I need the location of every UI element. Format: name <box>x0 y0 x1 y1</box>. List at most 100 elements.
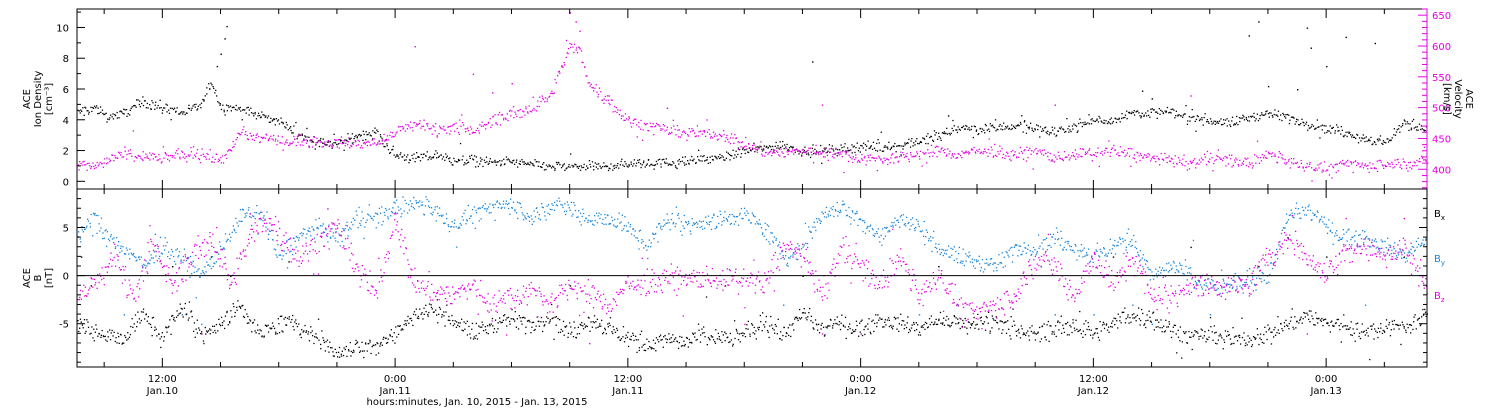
data-point <box>378 207 381 209</box>
data-point <box>675 134 677 136</box>
data-point <box>505 156 508 158</box>
data-point <box>83 160 85 163</box>
data-point <box>897 145 899 147</box>
data-point <box>545 168 547 171</box>
data-point <box>1114 149 1116 151</box>
data-point <box>1302 318 1304 320</box>
data-point <box>486 325 489 327</box>
data-point <box>1310 310 1312 312</box>
data-point <box>266 134 268 136</box>
data-point <box>591 87 593 89</box>
data-point <box>673 125 675 127</box>
data-point <box>124 253 127 255</box>
data-point <box>153 251 156 253</box>
data-point <box>318 145 321 148</box>
data-point <box>592 321 594 323</box>
data-point <box>281 142 283 144</box>
data-point <box>801 312 804 314</box>
data-point <box>1029 147 1031 149</box>
data-point <box>205 333 207 335</box>
data-point <box>114 114 117 117</box>
data-point <box>1140 117 1142 119</box>
data-point <box>734 134 736 136</box>
data-point <box>160 252 162 254</box>
data-point <box>459 119 461 121</box>
data-point <box>703 130 706 132</box>
data-point <box>1228 154 1230 156</box>
data-point <box>1270 153 1272 155</box>
data-point <box>387 216 389 218</box>
data-point <box>786 332 788 335</box>
data-point <box>450 226 453 228</box>
data-point <box>888 325 891 328</box>
data-point <box>1326 65 1328 68</box>
data-point <box>891 328 894 330</box>
data-point <box>184 157 186 159</box>
data-point <box>821 162 823 164</box>
data-point <box>1042 130 1045 132</box>
data-point <box>864 326 866 328</box>
data-point <box>989 123 991 125</box>
data-point <box>882 162 884 164</box>
data-point <box>1097 152 1099 154</box>
data-point <box>569 285 572 287</box>
data-point <box>182 113 184 115</box>
data-point <box>641 164 643 166</box>
data-point <box>1018 332 1020 334</box>
data-point <box>175 110 177 112</box>
data-point <box>537 165 539 167</box>
data-point <box>250 112 253 114</box>
data-point <box>277 318 279 320</box>
data-point <box>1068 159 1070 161</box>
data-point <box>1124 114 1127 116</box>
data-point <box>706 344 708 346</box>
data-point <box>1133 158 1136 160</box>
data-point <box>838 321 841 323</box>
data-point <box>1008 127 1010 130</box>
data-point <box>1195 167 1197 169</box>
data-point <box>638 159 641 161</box>
data-point <box>1393 319 1395 322</box>
data-point <box>1050 325 1052 327</box>
data-point <box>665 158 667 160</box>
data-point <box>836 152 838 154</box>
data-point <box>113 331 115 333</box>
data-point <box>1033 331 1035 333</box>
data-point <box>1249 164 1251 166</box>
data-point <box>260 116 262 118</box>
data-point <box>1241 162 1243 164</box>
data-point <box>977 313 979 316</box>
data-point <box>803 149 805 152</box>
data-point <box>1354 340 1356 342</box>
data-point <box>922 326 924 329</box>
data-point <box>1154 111 1157 113</box>
data-point <box>709 162 711 164</box>
data-point <box>391 336 393 338</box>
data-point <box>1338 130 1340 132</box>
data-point <box>82 231 84 233</box>
data-point <box>544 324 546 326</box>
data-point <box>1168 321 1170 323</box>
data-point <box>317 228 319 230</box>
data-point <box>1069 129 1071 131</box>
data-point <box>415 157 417 160</box>
data-point <box>349 341 351 344</box>
data-point <box>1030 330 1032 333</box>
data-point <box>358 140 361 143</box>
data-point <box>845 151 847 153</box>
data-point <box>290 129 292 132</box>
data-point <box>638 121 640 124</box>
data-point <box>348 350 350 352</box>
data-point <box>396 212 399 214</box>
data-point <box>1118 154 1120 157</box>
data-point <box>393 332 395 334</box>
data-point <box>1048 134 1050 136</box>
data-point <box>565 39 568 42</box>
data-point <box>691 128 693 130</box>
data-point <box>431 133 433 135</box>
data-point <box>471 154 473 156</box>
data-point <box>978 133 980 135</box>
data-point <box>158 107 161 109</box>
data-point <box>1314 170 1316 172</box>
data-point <box>1349 327 1351 329</box>
